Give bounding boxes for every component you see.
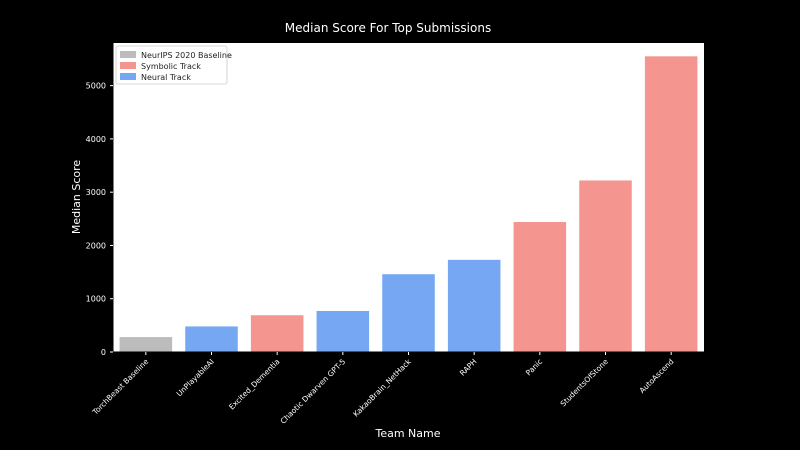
- x-axis-label: Team Name: [374, 427, 440, 440]
- bar-unplayableai: [185, 326, 238, 352]
- legend: NeurIPS 2020 Baseline Symbolic Track Neura…: [115, 45, 232, 85]
- x-tick-label: Chaotic Dwarven GPT-5: [279, 357, 348, 426]
- x-tick-label: Excited_Dementia: [227, 357, 281, 411]
- y-axis-label: Median Score: [70, 160, 83, 235]
- chart-title: Median Score For Top Submissions: [285, 21, 491, 35]
- bar-kakaobrain-nethack: [382, 274, 435, 352]
- y-axis: 0 1000 2000 3000 4000 5000: [86, 43, 114, 357]
- y-tick-label: 3000: [86, 188, 106, 197]
- x-tick-label: UnPlayableAI: [175, 357, 216, 398]
- x-tick-label: Panic: [524, 357, 544, 377]
- x-axis: TorchBeast Baseline UnPlayableAI Excited_D…: [90, 351, 704, 426]
- x-tick-label: RAPH: [458, 357, 479, 378]
- bar-raph: [447, 259, 501, 352]
- bar-torchbeast-baseline: [119, 337, 173, 352]
- bar-autoascend: [644, 56, 698, 352]
- legend-label: NeurIPS 2020 Baseline: [141, 51, 232, 60]
- legend-swatch: [120, 62, 136, 69]
- bar-panic: [513, 222, 567, 352]
- y-tick-label: 1000: [86, 295, 106, 304]
- legend-label: Neural Track: [141, 73, 191, 82]
- bars-group: [119, 56, 698, 352]
- bar-chaotic-dwarven-gpt-5: [316, 310, 370, 352]
- y-tick-label: 5000: [86, 82, 106, 91]
- legend-label: Symbolic Track: [141, 62, 201, 71]
- legend-box: [115, 45, 228, 85]
- y-tick-label: 0: [101, 348, 106, 357]
- x-tick-label: TorchBeast Baseline: [90, 357, 150, 417]
- y-tick-label: 4000: [86, 135, 106, 144]
- x-tick-label: KakaoBrain_NetHack: [351, 357, 413, 419]
- legend-swatch: [120, 51, 136, 58]
- y-tick-label: 2000: [86, 241, 106, 250]
- bar-studentsofstone: [579, 180, 632, 352]
- x-tick-label: StudentsOfStone: [559, 357, 611, 409]
- legend-swatch: [120, 73, 136, 80]
- bar-excited-dementia: [250, 315, 304, 352]
- x-tick-label: AutoAscend: [638, 357, 676, 395]
